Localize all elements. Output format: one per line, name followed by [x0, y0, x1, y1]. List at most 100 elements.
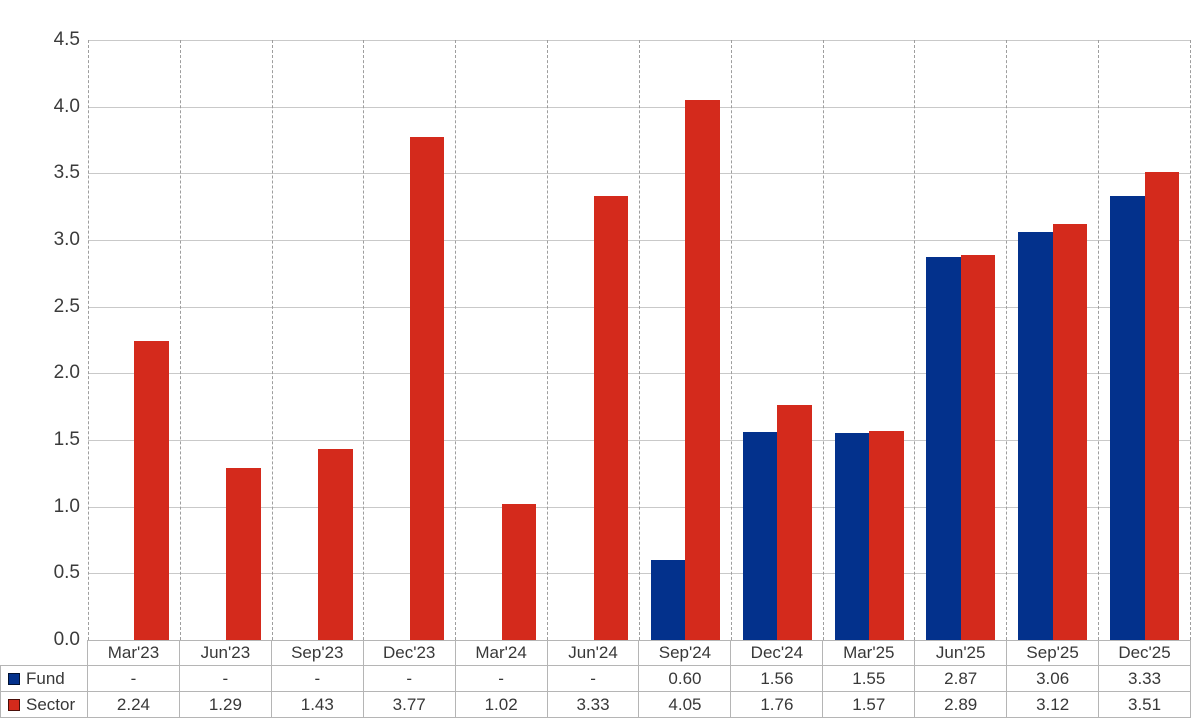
category-header-cell: Dec'23 [363, 640, 456, 666]
sector-value-cell: 1.76 [731, 692, 824, 718]
bars-group [364, 137, 455, 640]
fund-swatch-icon [8, 672, 20, 685]
y-axis-tick-label: 2.5 [53, 295, 80, 317]
fund-bar [926, 257, 961, 640]
category-header-cell: Mar'24 [455, 640, 548, 666]
fund-value-cell: 1.55 [823, 666, 916, 692]
sector-bar [960, 254, 996, 640]
bars-group [1007, 224, 1098, 640]
fund-value-cell: 0.60 [639, 666, 732, 692]
category-header-cell: Dec'25 [1099, 640, 1191, 666]
category-header-cell: Jun'24 [547, 640, 640, 666]
plot-area [88, 40, 1191, 640]
sector-value-cell: 3.12 [1007, 692, 1100, 718]
legend-label-sector: Sector [26, 694, 76, 714]
category-column [914, 40, 1006, 640]
sector-bar [501, 504, 537, 640]
y-axis-tick-label: 0.0 [53, 629, 80, 650]
bars-group [456, 504, 547, 640]
category-header-cell: Sep'25 [1007, 640, 1100, 666]
y-axis-tick-label: 1.5 [53, 429, 80, 450]
category-column [363, 40, 455, 640]
fund-bar [834, 433, 870, 640]
table-corner-cell [0, 640, 88, 666]
sector-value-cell: 3.51 [1099, 692, 1191, 718]
bars-group [640, 100, 731, 640]
sector-bar [685, 100, 720, 640]
bars-group [732, 405, 823, 640]
sector-bar [869, 430, 904, 640]
category-column [547, 40, 639, 640]
category-header-cell: Mar'25 [823, 640, 916, 666]
category-column [271, 40, 364, 640]
category-column [1006, 40, 1098, 640]
fund-value-cell: 3.06 [1007, 666, 1100, 692]
category-header-cell: Sep'24 [639, 640, 732, 666]
category-header-cell: Sep'23 [271, 640, 364, 666]
fund-value-cell: - [179, 666, 272, 692]
y-axis-tick-label: 4.5 [53, 29, 80, 50]
sector-value-cell: 2.89 [915, 692, 1008, 718]
sector-bar [777, 405, 812, 640]
category-column [638, 40, 731, 640]
fund-value-cell: - [88, 666, 180, 692]
category-column [179, 40, 272, 640]
y-axis-tick-label: 3.5 [53, 162, 80, 184]
y-axis: 0.0 0.5 1.0 1.5 2.0 2.5 3.0 3.5 4.0 4.5 [0, 0, 80, 660]
bars-group [181, 468, 272, 640]
category-column [822, 40, 915, 640]
category-header-cell: Dec'24 [731, 640, 824, 666]
fund-value-cell: 2.87 [915, 666, 1008, 692]
plot-columns [88, 40, 1191, 640]
legend-label-fund: Fund [26, 668, 65, 688]
fund-value-cell: - [271, 666, 364, 692]
y-axis-tick-label: 4.0 [53, 95, 80, 117]
sector-bar [593, 196, 629, 640]
sector-value-cell: 1.02 [455, 692, 548, 718]
sector-bar [1144, 172, 1180, 640]
sector-swatch-icon [8, 698, 20, 711]
legend-cell-fund: Fund [0, 666, 88, 692]
sector-value-cell: 1.29 [179, 692, 272, 718]
category-column [88, 40, 180, 640]
bars-group [824, 430, 915, 640]
fund-bar [1018, 232, 1053, 640]
y-axis-tick-label: 2.0 [53, 362, 80, 384]
sector-bar [409, 137, 445, 640]
sector-value-cell: 4.05 [639, 692, 732, 718]
sector-value-cell: 1.57 [823, 692, 916, 718]
fund-value-cell: - [547, 666, 640, 692]
sector-value-cell: 3.77 [363, 692, 456, 718]
fund-bar [650, 560, 686, 640]
bars-group [548, 196, 639, 640]
legend-cell-sector: Sector [0, 692, 88, 718]
sector-bar [1052, 224, 1088, 640]
category-header-cell: Jun'25 [915, 640, 1008, 666]
fund-value-cell: - [455, 666, 548, 692]
fund-bar [1110, 196, 1145, 640]
bars-group [273, 449, 364, 640]
y-axis-tick-label: 0.5 [53, 562, 80, 584]
fund-value-cell: 1.56 [731, 666, 824, 692]
category-header-cell: Mar'23 [88, 640, 180, 666]
fund-bar [742, 432, 778, 640]
y-axis-tick-label: 1.0 [53, 495, 80, 517]
sector-value-cell: 1.43 [271, 692, 364, 718]
bars-group [89, 341, 180, 640]
bars-group [915, 254, 1006, 640]
sector-value-cell: 3.33 [547, 692, 640, 718]
sector-value-cell: 2.24 [88, 692, 180, 718]
category-column [1098, 40, 1190, 640]
y-axis-tick-label: 3.0 [53, 229, 80, 250]
sector-bar [318, 449, 353, 640]
category-header-cell: Jun'23 [179, 640, 272, 666]
fund-value-cell: 3.33 [1099, 666, 1191, 692]
fund-value-cell: - [363, 666, 456, 692]
sector-bar [134, 341, 169, 640]
data-table: Mar'23 Jun'23 Sep'23 Dec'23 Mar'24 Jun'24 Sep'… [0, 640, 1191, 718]
category-column [455, 40, 547, 640]
bars-group [1099, 172, 1190, 640]
category-column [730, 40, 823, 640]
sector-bar [226, 468, 261, 640]
